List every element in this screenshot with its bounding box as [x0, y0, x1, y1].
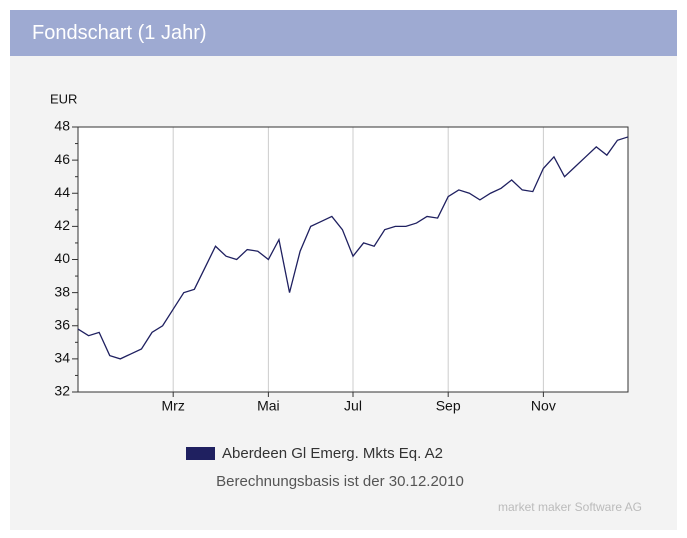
legend-swatch [186, 447, 215, 460]
x-tick-label: Nov [531, 398, 556, 414]
y-tick-label: 42 [54, 217, 70, 233]
series-line [77, 136, 629, 360]
header-title: Fondschart (1 Jahr) [32, 22, 207, 44]
y-axis-label: EUR [50, 91, 77, 106]
y-tick-label: 48 [54, 118, 70, 134]
chart: EUR Mrz Mai Jul Sep Nov 32 34 36 38 40 42 44 46 48 Abe… [50, 91, 642, 514]
note: Berechnungsbasis ist der 30.12.2010 [216, 473, 464, 490]
y-tick-label: 32 [54, 383, 70, 399]
header: Fondschart (1 Jahr) [10, 10, 677, 56]
y-tick-label: 38 [54, 283, 70, 299]
plot-border [77, 126, 629, 393]
x-tick-label: Sep [436, 398, 461, 414]
legend-label: Aberdeen Gl Emerg. Mkts Eq. A2 [222, 445, 443, 462]
y-tick-label: 46 [54, 151, 70, 167]
credit: market maker Software AG [498, 500, 642, 514]
x-tick-label: Jul [344, 398, 362, 414]
panel: Fondschart (1 Jahr) EUR Mrz Mai Jul Sep Nov 3… [10, 10, 677, 530]
x-tick-label: Mai [257, 398, 280, 414]
y-tick-label: 34 [54, 350, 70, 366]
y-tick-label: 44 [54, 184, 70, 200]
x-tick-label: Mrz [162, 398, 185, 414]
y-tick-label: 36 [54, 316, 70, 332]
y-tick-label: 40 [54, 250, 70, 266]
